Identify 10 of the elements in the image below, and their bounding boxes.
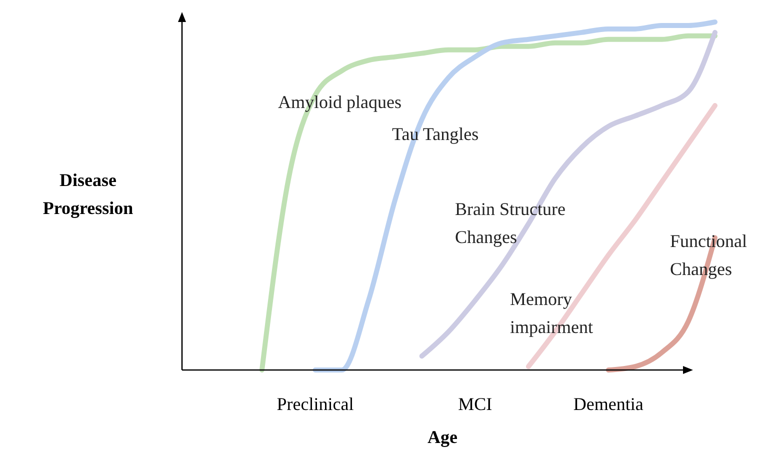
series-label: Tau Tangles — [392, 124, 479, 144]
y-axis-title: Disease Progression — [42, 170, 134, 218]
series-label: Memory impairment — [510, 289, 593, 337]
x-tick-label: Preclinical — [276, 394, 354, 414]
x-tick-label: MCI — [458, 394, 492, 414]
series-label: Amyloid plaques — [278, 92, 402, 112]
x-tick-label: Dementia — [573, 394, 644, 414]
series-label: Functional Changes — [670, 231, 747, 279]
series-label: Brain Structure Changes — [455, 199, 566, 247]
x-axis-title: Age — [428, 427, 458, 447]
